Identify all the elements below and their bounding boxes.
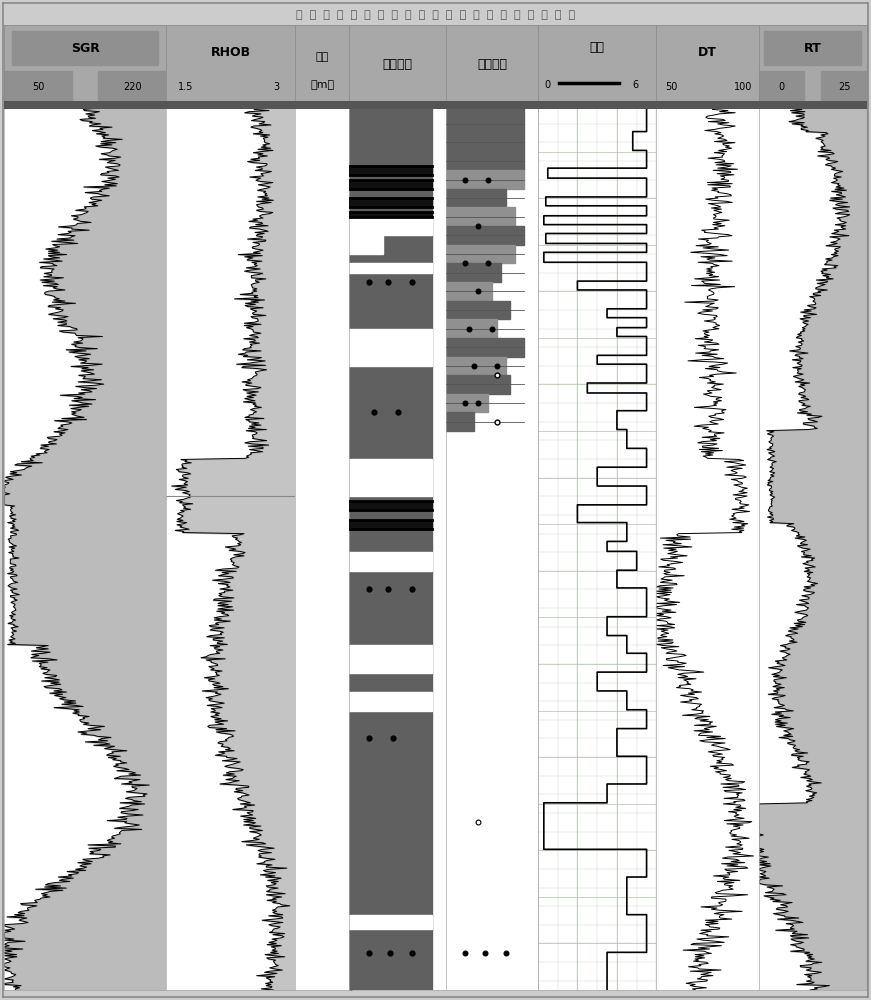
Text: RT: RT	[804, 42, 821, 55]
Bar	[349, 180, 432, 189]
Text: RHOB: RHOB	[211, 46, 251, 60]
Text: 3: 3	[273, 82, 279, 92]
Text: （m）: （m）	[310, 80, 334, 90]
Bar	[759, 71, 804, 103]
Text: 聚类: 聚类	[590, 41, 604, 54]
Bar	[446, 226, 524, 245]
Bar	[446, 375, 510, 394]
Bar	[446, 301, 510, 319]
Text: 岩性柱状: 岩性柱状	[382, 58, 413, 72]
Bar	[349, 692, 432, 711]
Bar	[349, 459, 432, 496]
Text: 6: 6	[632, 80, 638, 90]
Bar	[446, 207, 515, 226]
Bar	[349, 212, 432, 217]
Bar	[349, 329, 432, 366]
Text: 深度: 深度	[315, 52, 329, 62]
Text: 某  井  深  部  煤  系  地  层  薄  煤  层  多  级  叠  加  测  井  识  别  方  法: 某 井 深 部 煤 系 地 层 薄 煤 层 多 级 叠 加 测 井 识 别 方 …	[296, 10, 575, 20]
Bar	[349, 645, 432, 673]
Bar	[349, 263, 432, 273]
Bar	[349, 552, 432, 571]
Bar	[446, 338, 524, 357]
Bar	[349, 198, 432, 207]
Bar	[446, 263, 501, 282]
Bar	[349, 501, 432, 510]
Bar	[349, 915, 432, 929]
Text: 100: 100	[734, 82, 753, 92]
Bar	[446, 357, 506, 375]
Text: 50: 50	[665, 82, 678, 92]
Text: 0: 0	[779, 82, 785, 92]
Bar	[98, 71, 166, 103]
Bar	[446, 319, 496, 338]
Bar	[4, 71, 72, 103]
Bar	[349, 235, 383, 254]
Bar	[349, 520, 432, 529]
Bar	[446, 394, 488, 412]
Text: 25: 25	[838, 82, 850, 92]
Bar	[349, 217, 432, 235]
Bar	[349, 166, 432, 175]
Bar	[446, 282, 492, 301]
Bar	[764, 31, 861, 65]
Text: 50: 50	[32, 82, 44, 92]
Text: 1.5: 1.5	[178, 82, 193, 92]
Text: 岩心柱状: 岩心柱状	[477, 58, 507, 72]
Bar	[446, 189, 506, 207]
Text: SGR: SGR	[71, 42, 99, 55]
Bar	[446, 412, 474, 431]
Bar	[349, 105, 432, 990]
Text: 0: 0	[544, 80, 550, 90]
Bar	[446, 170, 524, 189]
Bar	[12, 31, 158, 65]
Text: 220: 220	[123, 82, 141, 92]
Bar	[446, 245, 515, 263]
Bar	[446, 105, 524, 170]
Bar	[821, 71, 867, 103]
Text: DT: DT	[699, 46, 717, 60]
